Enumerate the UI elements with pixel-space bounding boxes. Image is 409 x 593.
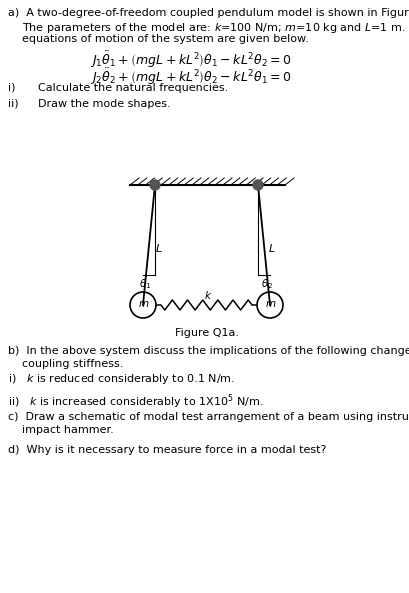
Text: $J_1\ddot{\theta}_1 + \left(mgL + kL^2\right)\theta_1 - kL^2\theta_2 = 0$: $J_1\ddot{\theta}_1 + \left(mgL + kL^2\r… [90,49,292,69]
Circle shape [150,180,160,190]
Text: $L$: $L$ [155,242,162,254]
Text: b)  In the above system discuss the implications of the following changes in: b) In the above system discuss the impli… [8,346,409,356]
Text: ii): ii) [8,99,19,109]
Text: impact hammer.: impact hammer. [22,425,114,435]
Text: $J_2\ddot{\theta}_2 + \left(mgL + kL^2\right)\theta_2 - kL^2\theta_1 = 0$: $J_2\ddot{\theta}_2 + \left(mgL + kL^2\r… [90,66,292,87]
Text: $\theta_1$: $\theta_1$ [139,277,151,291]
Text: coupling stiffness.: coupling stiffness. [22,359,124,369]
Text: equations of motion of the system are given below.: equations of motion of the system are gi… [22,34,309,44]
Text: i)   $k$ is reduced considerably to 0.1 N/m.: i) $k$ is reduced considerably to 0.1 N/… [8,372,235,386]
Text: $\theta_2$: $\theta_2$ [261,277,273,291]
Text: $L$: $L$ [268,242,276,254]
Text: a)  A two-degree-of-freedom coupled pendulum model is shown in Figure Q1a.: a) A two-degree-of-freedom coupled pendu… [8,8,409,18]
Text: Figure Q1a.: Figure Q1a. [175,328,239,338]
Text: $m$: $m$ [138,299,149,309]
Text: ii)   $k$ is increased considerably to 1X10$^5$ N/m.: ii) $k$ is increased considerably to 1X1… [8,392,263,410]
Text: $m$: $m$ [265,299,276,309]
Text: i): i) [8,83,16,93]
Text: The parameters of the model are: $k$=100 N/m; $m$=10 kg and $L$=1 m. The: The parameters of the model are: $k$=100… [22,21,409,35]
Text: d)  Why is it necessary to measure force in a modal test?: d) Why is it necessary to measure force … [8,445,326,455]
Text: Calculate the natural frequencies.: Calculate the natural frequencies. [38,83,228,93]
Text: Draw the mode shapes.: Draw the mode shapes. [38,99,171,109]
Text: $k$: $k$ [204,289,212,301]
Text: c)  Draw a schematic of modal test arrangement of a beam using instrumented: c) Draw a schematic of modal test arrang… [8,412,409,422]
Circle shape [253,180,263,190]
